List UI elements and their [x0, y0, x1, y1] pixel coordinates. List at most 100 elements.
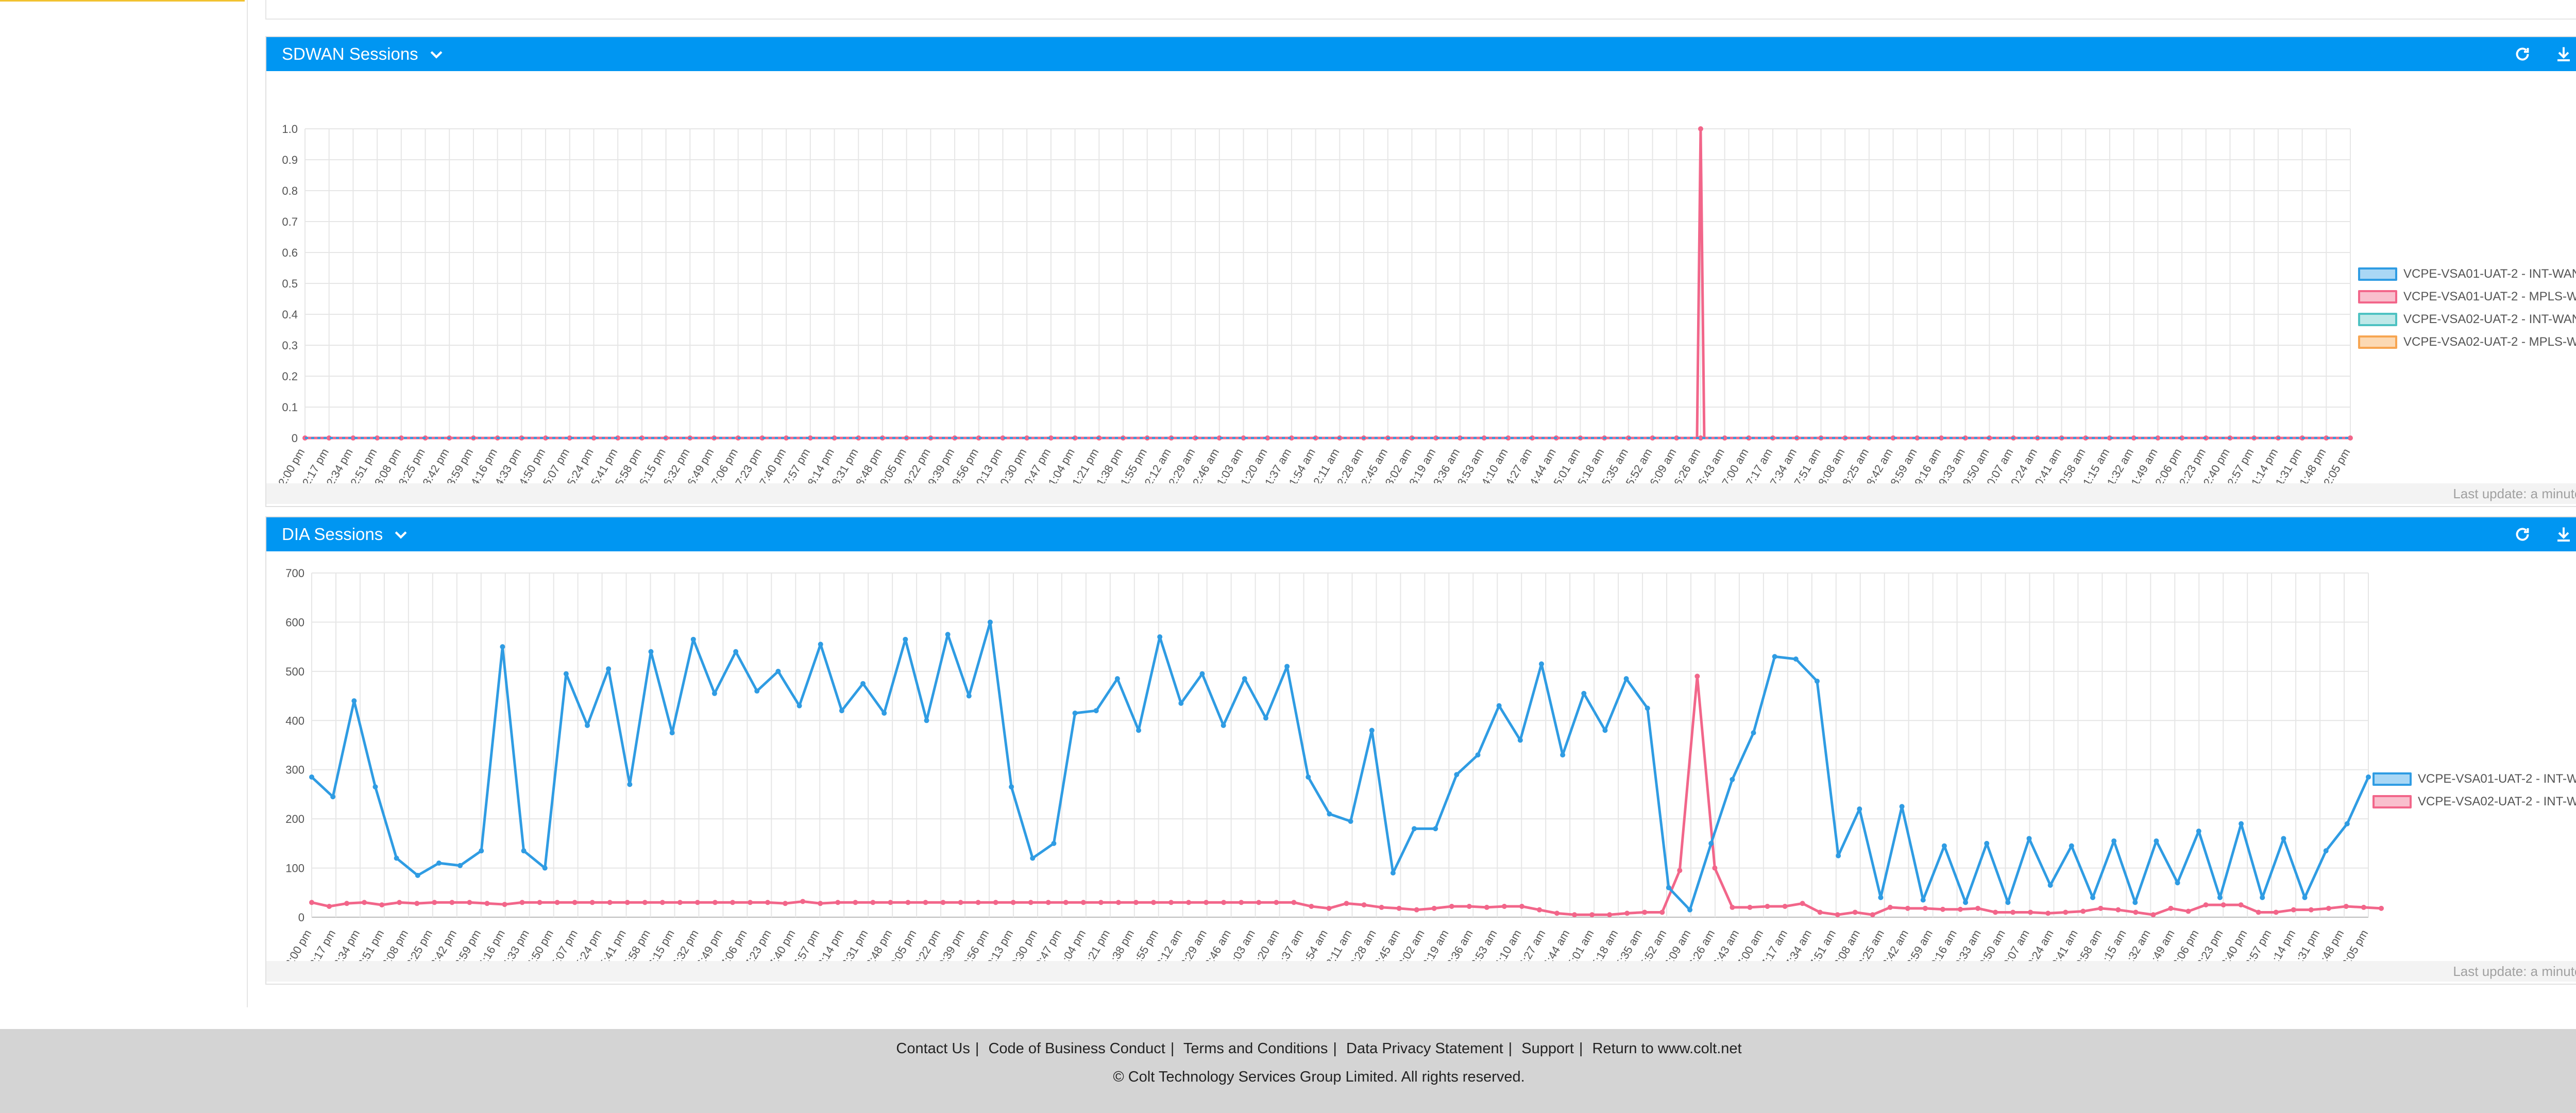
sdwan-mpls-wan-point [1698, 435, 1703, 441]
y-tick-label: 0 [298, 911, 304, 924]
footer-link-support[interactable]: Support [1521, 1040, 1574, 1057]
legend-item[interactable]: VCPE-VSA01-UAT-2 - INT-WAN [2358, 263, 2576, 285]
refresh-icon[interactable] [2511, 523, 2534, 546]
dia-vsa01-int-wan-point [2323, 848, 2329, 854]
x-tick-label: 2:00 pm [282, 927, 314, 961]
y-tick-label: 100 [285, 862, 304, 875]
dia-vsa02-int-wan-point [1607, 912, 1613, 918]
download-icon[interactable] [2552, 43, 2575, 65]
footer-link-contact-us[interactable]: Contact Us [896, 1040, 970, 1057]
legend-item[interactable]: VCPE-VSA02-UAT-2 - INT-WAN [2358, 308, 2576, 331]
dia-vsa02-int-wan-point [1080, 900, 1086, 905]
sdwan-mpls-wan-point [398, 435, 404, 441]
dia-vsa01-int-wan-point [669, 730, 675, 736]
dia-vsa01-int-wan-point [818, 642, 823, 647]
dia-vsa02-int-wan-point [2361, 904, 2366, 910]
dia-vsa02-int-wan-point [519, 900, 525, 905]
dia-vsa01-int-wan-point [542, 865, 548, 871]
dia-vsa01-int-wan-line [311, 620, 2370, 912]
sdwan-mpls-wan-point [615, 435, 621, 441]
legend-item[interactable]: VCPE-VSA01-UAT-2 - MPLS-WAN [2358, 285, 2576, 308]
dia-vsa01-int-wan-point [1306, 774, 1311, 780]
footer-link-terms[interactable]: Terms and Conditions [1183, 1040, 1328, 1057]
legend-item[interactable]: VCPE-VSA01-UAT-2 - INT-WAN [2372, 768, 2576, 790]
legend-label: VCPE-VSA02-UAT-2 - INT-WAN [2403, 312, 2576, 326]
dia-vsa01-int-wan-point [2005, 900, 2011, 905]
legend-label: VCPE-VSA01-UAT-2 - MPLS-WAN [2403, 290, 2576, 303]
dia-vsa02-int-wan-point [1221, 900, 1227, 905]
dia-vsa02-int-wan-point [2080, 908, 2086, 914]
y-tick-label: 0.5 [282, 277, 298, 290]
dia-vsa02-int-wan-point [1747, 904, 1753, 910]
dia-vsa01-int-wan-point [1772, 654, 1777, 660]
dia-chart-area: 0 100 200 300 400 500 600 700 2:00 pm 2:17 pm 2:34… [266, 551, 2576, 961]
dia-vsa02-int-wan-point [993, 900, 998, 905]
sdwan-mpls-wan-point [1072, 435, 1078, 441]
refresh-icon[interactable] [2511, 43, 2534, 65]
y-tick-label: 0.2 [282, 370, 298, 383]
footer-link-privacy[interactable]: Data Privacy Statement [1346, 1040, 1503, 1057]
dia-vsa01-int-wan-point [1114, 676, 1120, 682]
legend-swatch [2358, 313, 2397, 326]
dia-vsa02-int-wan-point [1256, 900, 1262, 905]
dia-vsa01-int-wan-point [839, 708, 844, 714]
sdwan-mpls-wan-point [2348, 435, 2353, 441]
footer-separator: | [975, 1040, 979, 1057]
sdwan-mpls-wan-point [2107, 435, 2112, 441]
dia-vsa02-int-wan-point [1765, 904, 1770, 909]
footer-link-return[interactable]: Return to www.colt.net [1592, 1040, 1742, 1057]
dia-vsa02-int-wan-point [1361, 902, 1367, 908]
footer-link-code-of-business-conduct[interactable]: Code of Business Conduct [988, 1040, 1165, 1057]
sdwan-panel-title[interactable]: SDWAN Sessions [282, 44, 418, 63]
dia-vsa02-int-wan-point [1010, 900, 1016, 905]
dia-vsa01-int-wan-point [987, 619, 993, 625]
sdwan-mpls-wan-point [1048, 435, 1054, 441]
legend-swatch [2358, 290, 2397, 303]
dia-vsa01-int-wan-point [1836, 853, 1841, 858]
dia-vsa02-int-wan-point [502, 902, 507, 907]
dia-vsa02-int-wan-point [2291, 907, 2296, 913]
dia-vsa02-int-wan-point [659, 900, 665, 905]
dia-panel-title[interactable]: DIA Sessions [282, 525, 383, 544]
dia-vsa02-int-wan-point [818, 901, 823, 906]
y-tick-label: 300 [285, 764, 304, 777]
dia-vsa01-int-wan-point [966, 693, 972, 699]
chevron-down-icon[interactable] [428, 45, 445, 63]
dia-vsa01-int-wan-point [1454, 772, 1460, 778]
dia-vsa02-int-wan-point [2256, 909, 2261, 915]
dia-vsa01-int-wan-point [1857, 806, 1862, 812]
dia-vsa02-int-wan-point [2028, 909, 2033, 915]
dia-vsa01-int-wan-point [1814, 678, 1820, 684]
legend-swatch [2358, 267, 2397, 281]
dia-vsa01-int-wan-point [1157, 634, 1163, 640]
download-icon[interactable] [2552, 523, 2575, 546]
dia-vsa01-int-wan-point [1538, 661, 1544, 667]
y-tick-label: 0.9 [282, 154, 298, 166]
dia-vsa01-int-wan-point [1199, 671, 1205, 677]
footer-separator: | [1333, 1040, 1337, 1057]
dia-vsa02-int-wan-point [2010, 909, 2016, 915]
chevron-down-icon[interactable] [392, 526, 410, 543]
dia-vsa01-int-wan-point [1878, 895, 1884, 900]
sdwan-mpls-wan-point [1866, 435, 1872, 441]
dia-vsa02-int-wan-point [800, 899, 806, 904]
dia-vsa01-int-wan-point [1793, 656, 1799, 662]
dia-vsa02-int-wan-point [432, 900, 437, 905]
sdwan-mpls-wan-point [1481, 435, 1487, 441]
dia-vsa02-int-wan-point [1975, 905, 1981, 911]
dia-vsa01-int-wan-point [415, 872, 420, 878]
dia-vsa01-int-wan-point [2175, 880, 2180, 886]
dia-vsa02-int-wan-point [1940, 906, 1945, 912]
dia-vsa01-int-wan-point [2239, 821, 2244, 827]
sdwan-mpls-wan-point [1265, 435, 1270, 441]
legend-item[interactable]: VCPE-VSA02-UAT-2 - MPLS-WAN [2358, 331, 2576, 353]
legend-item[interactable]: VCPE-VSA02-UAT-2 - INT-WAN [2372, 790, 2576, 813]
dia-vsa01-int-wan-point [1984, 840, 1990, 846]
dia-vsa01-int-wan-point [309, 774, 314, 780]
dia-vsa01-int-wan-point [2217, 895, 2223, 900]
footer-separator: | [1579, 1040, 1583, 1057]
page-footer: Contact Us | Code of Business Conduct | Te… [0, 1029, 2576, 1113]
dia-vsa02-int-wan-point [1326, 905, 1332, 911]
dia-vsa02-int-wan-point [1239, 900, 1244, 905]
dia-vsa02-int-wan-point [1431, 905, 1437, 911]
